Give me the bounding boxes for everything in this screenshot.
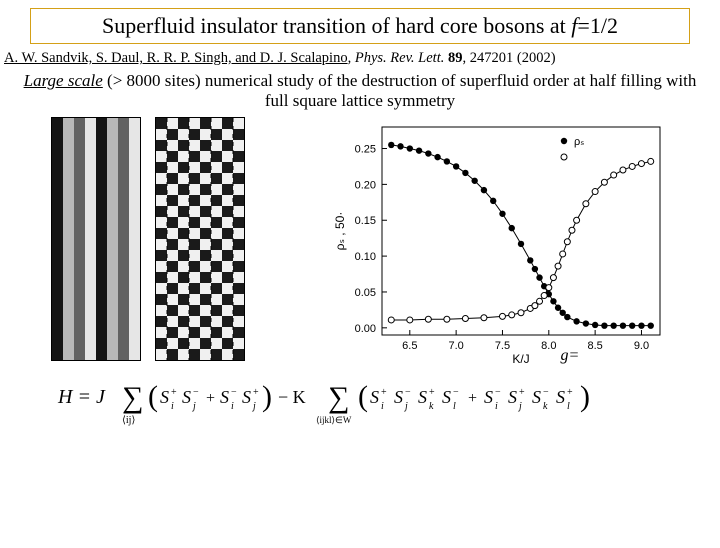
lattice-checker xyxy=(155,117,245,361)
description-body: (> 8000 sites) numerical study of the de… xyxy=(103,71,697,110)
svg-text:S: S xyxy=(370,387,379,407)
citation-authors: A. W. Sandvik, S. Daul, R. R. P. Singh, … xyxy=(4,50,348,66)
svg-text:j: j xyxy=(191,401,196,412)
citation-journal: Phys. Rev. Lett. xyxy=(355,50,445,66)
svg-text:S: S xyxy=(556,387,565,407)
svg-text:K/J: K/J xyxy=(512,352,529,366)
description-text: Large scale (> 8000 sites) numerical stu… xyxy=(20,71,700,111)
svg-text:7.0: 7.0 xyxy=(448,340,463,352)
svg-text:+: + xyxy=(567,387,573,398)
svg-text:ρₛ , 50·: ρₛ , 50· xyxy=(333,212,347,251)
svg-text:−: − xyxy=(543,387,549,398)
hamiltonian-equation: H = J∑⟨ij⟩(S+iS−j+S−iS+j)− K∑⟨ijkl⟩∈W(S+… xyxy=(0,373,720,429)
svg-text:i: i xyxy=(381,401,384,412)
svg-text:S: S xyxy=(442,387,451,407)
svg-text:0.25: 0.25 xyxy=(354,144,375,156)
svg-text:⟨ijkl⟩∈W: ⟨ijkl⟩∈W xyxy=(316,415,352,425)
svg-text:): ) xyxy=(262,380,272,413)
citation-sep: , xyxy=(348,50,355,66)
svg-text:k: k xyxy=(543,401,548,412)
svg-text:+: + xyxy=(429,387,435,398)
svg-text:−: − xyxy=(495,387,501,398)
svg-text:i: i xyxy=(495,401,498,412)
description-lead: Large scale xyxy=(24,71,103,90)
svg-text:+: + xyxy=(206,390,215,407)
svg-text:(: ( xyxy=(358,380,368,413)
svg-text:+: + xyxy=(171,387,177,398)
svg-text:−: − xyxy=(453,387,459,398)
svg-text:S: S xyxy=(160,387,169,407)
svg-text:8.0: 8.0 xyxy=(541,340,556,352)
title-box: Superfluid insulator transition of hard … xyxy=(30,8,690,44)
lattice-stripe xyxy=(51,117,141,361)
title-prefix: Superfluid insulator transition of hard … xyxy=(102,13,571,38)
citation-volume: 89 xyxy=(448,50,463,66)
svg-text:l: l xyxy=(567,401,570,412)
svg-text:l: l xyxy=(453,401,456,412)
svg-text:− K: − K xyxy=(278,387,306,407)
svg-text:∑: ∑ xyxy=(328,381,349,414)
phase-chart: 6.5 7.0 7.5 8.0 8.5 9.0 0.00 0.05 0.10 0.15 0.20 0.… xyxy=(330,117,670,367)
svg-text:∑: ∑ xyxy=(122,381,143,414)
svg-text:−: − xyxy=(231,387,237,398)
svg-text:S: S xyxy=(484,387,493,407)
svg-text:i: i xyxy=(231,401,234,412)
svg-text:⟨ij⟩: ⟨ij⟩ xyxy=(122,415,135,426)
svg-text:0.10: 0.10 xyxy=(354,251,375,263)
citation-rest: , 247201 (2002) xyxy=(463,50,556,66)
svg-text:ρₛ: ρₛ xyxy=(574,136,584,148)
svg-text:+: + xyxy=(519,387,525,398)
svg-text:j: j xyxy=(251,401,256,412)
svg-text:0.05: 0.05 xyxy=(354,287,375,299)
svg-text:9.0: 9.0 xyxy=(633,340,648,352)
chart-wrap: 6.5 7.0 7.5 8.0 8.5 9.0 0.00 0.05 0.10 0.15 0.20 0.… xyxy=(330,117,670,367)
svg-text:S: S xyxy=(532,387,541,407)
svg-text:j: j xyxy=(517,401,522,412)
svg-text:8.5: 8.5 xyxy=(587,340,602,352)
svg-text:S: S xyxy=(242,387,251,407)
figures-row: 6.5 7.0 7.5 8.0 8.5 9.0 0.00 0.05 0.10 0.15 0.20 0.… xyxy=(8,117,712,367)
svg-text:0.00: 0.00 xyxy=(354,323,375,335)
svg-text:k: k xyxy=(429,401,434,412)
svg-text:H = J: H = J xyxy=(57,386,106,408)
svg-text:0.20: 0.20 xyxy=(354,179,375,191)
g-equals-label: g= xyxy=(561,347,580,365)
citation-line: A. W. Sandvik, S. Daul, R. R. P. Singh, … xyxy=(4,50,716,67)
svg-text:(: ( xyxy=(148,380,158,413)
svg-text:i: i xyxy=(171,401,174,412)
svg-text:−: − xyxy=(405,387,411,398)
svg-text:−: − xyxy=(193,387,199,398)
svg-text:7.5: 7.5 xyxy=(494,340,509,352)
svg-text:): ) xyxy=(580,380,590,413)
svg-text:+: + xyxy=(468,390,477,407)
svg-text:S: S xyxy=(182,387,191,407)
lattice-pair xyxy=(51,117,245,361)
svg-text:S: S xyxy=(508,387,517,407)
svg-text:+: + xyxy=(253,387,259,398)
svg-text:S: S xyxy=(418,387,427,407)
svg-text:+: + xyxy=(381,387,387,398)
svg-text:S: S xyxy=(394,387,403,407)
svg-text:S: S xyxy=(220,387,229,407)
svg-text:0.15: 0.15 xyxy=(354,215,375,227)
title-suffix: =1/2 xyxy=(577,13,618,38)
svg-text:j: j xyxy=(403,401,408,412)
svg-text:6.5: 6.5 xyxy=(402,340,417,352)
page-title: Superfluid insulator transition of hard … xyxy=(102,13,618,38)
